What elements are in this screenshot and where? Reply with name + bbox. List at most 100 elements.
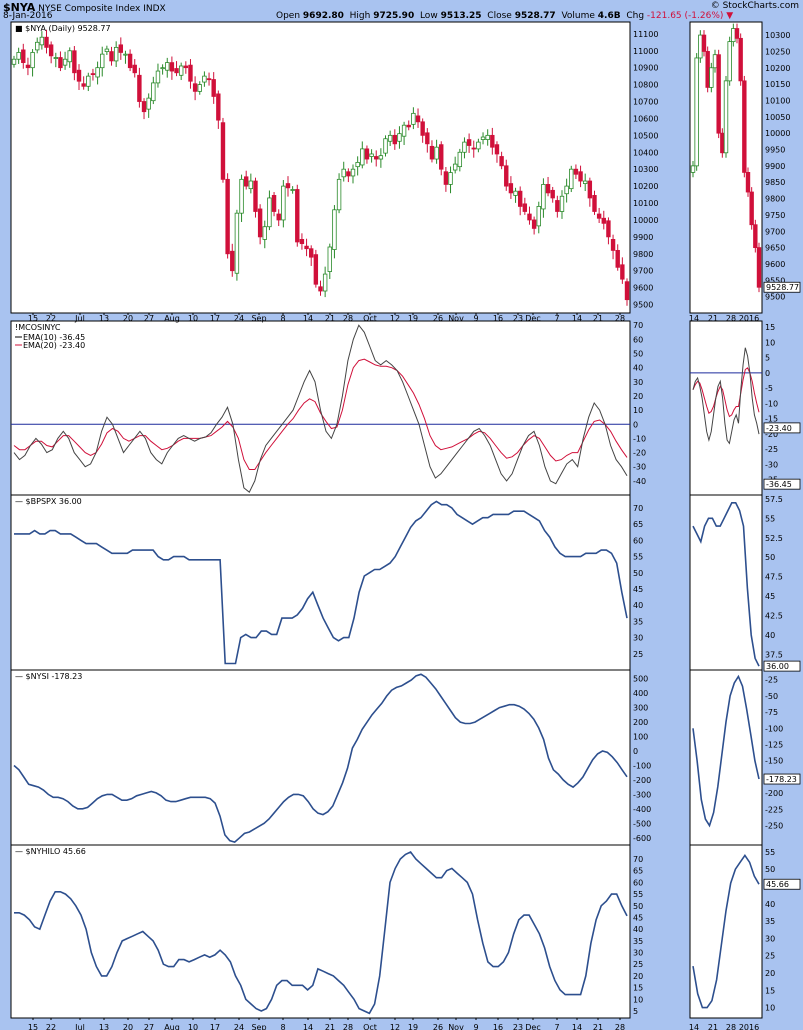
x-label-1-6: Aug [164,1023,180,1030]
nysi-right-tick--225: -225 [765,805,783,814]
candle-body [610,239,616,251]
price-left-tick-10100: 10100 [633,199,658,208]
low-value: 9513.25 [440,11,482,21]
ema20-line [13,358,628,470]
candle-body [188,64,193,82]
candle-body [253,180,258,212]
candle-body [230,250,235,272]
candle-body [504,165,509,187]
osc-right-tick-15: 15 [765,323,775,332]
nyhilo-right-line [692,853,760,1009]
nysi-left-tick--500: -500 [633,819,651,828]
candle-body [276,213,281,221]
x-label-1-16: 12 [390,1023,400,1030]
price-left-tick-9600: 9600 [633,284,653,293]
x-label-1-3: 13 [99,1023,109,1030]
x-label-1-22: 23 [513,1023,523,1030]
price-right-tick-9500: 9500 [765,293,785,302]
right-candle-body [720,132,725,154]
x-label-0-4: 20 [123,314,133,323]
candle-body [220,122,226,180]
candle-body [216,93,221,121]
candle-body [295,189,300,243]
candle-body [165,62,170,71]
candle-body [178,65,184,76]
osc-left-tick-40: 40 [633,364,643,373]
price-left-tick-11000: 11000 [633,47,658,56]
price-right-tick-10100: 10100 [765,96,790,105]
nysi-left-tick-400: 400 [633,689,648,698]
candle-body [476,141,481,150]
x-label-1-11: 8 [280,1023,285,1030]
x-label-1-21: 16 [493,1023,503,1030]
candle-body [86,75,91,87]
price-right-tick-9900: 9900 [765,162,785,171]
x-label-1-26: 21 [593,1023,603,1030]
bpspx-panel-title: — $BPSPX 36.00 [15,497,82,506]
x-label-0-23: Dec [525,314,540,323]
x-label-1-10: Sep [251,1023,266,1030]
candle-body [104,48,110,53]
bpspx-last-value-box [763,660,801,672]
bpspx-right-tick-52.5: 52.5 [765,534,783,543]
candle-body [369,153,374,157]
right-candle-body [712,54,718,69]
right-x-label-0-2: 28 [726,314,736,323]
x-label-1-20: 9 [473,1023,478,1030]
candle-body [248,180,254,190]
nysi-left-tick--600: -600 [633,834,651,843]
candle-body [332,209,337,250]
nysi-last-value-box [763,773,801,785]
candle-body [100,53,105,69]
nyhilo-right-tick-55: 55 [765,848,775,857]
bpspx-left-tick-50: 50 [633,569,643,578]
candle-body [480,136,486,140]
ohlc-summary: Open 9692.80 High 9725.90 Low 9513.25 Cl… [276,11,734,21]
price-left-tick-10700: 10700 [633,98,658,107]
price-right-tick-10250: 10250 [765,47,790,56]
osc-right-tick--25: -25 [765,445,778,454]
panel-0-right-frame [689,21,763,314]
candle-body [281,185,286,221]
candle-body [527,213,532,221]
x-label-0-9: 24 [234,314,244,323]
right-x-label-1-0: 14 [689,1023,699,1030]
x-label-0-27: 28 [615,314,625,323]
candle-body [494,144,500,155]
bpspx-right-tick-57.5: 57.5 [765,495,783,504]
right-candle-body [753,224,758,249]
right-candle-body [731,28,736,43]
candle-body [564,185,569,195]
nyhilo-left-tick-35: 35 [633,937,643,946]
right-x-label-1-1: 21 [708,1023,718,1030]
candle-body [127,53,133,69]
right-x-label-1-2: 28 [726,1023,736,1030]
candle-body [434,146,439,160]
candle-body [406,124,411,128]
ema20-last-value-box [763,422,801,434]
candle-body [155,70,161,84]
nysi-right-tick--250: -250 [765,822,783,831]
price-last-value: 9528.77 [766,283,799,292]
candle-body [39,36,45,46]
bpspx-left-tick-25: 25 [633,650,643,659]
candle-body [318,286,323,292]
x-label-0-25: 14 [572,314,582,323]
candle-body [452,163,458,171]
ema20-last-value: -23.40 [766,424,792,433]
bpspx-right-tick-42.5: 42.5 [765,612,783,621]
nysi-left-tick-0: 0 [633,747,638,756]
x-label-1-5: 27 [144,1023,154,1030]
candle-body [299,239,305,245]
osc-left-tick--10: -10 [633,434,646,443]
price-right-tick-9800: 9800 [765,195,785,204]
nyhilo-last-value-box [763,878,801,890]
right-x-label-0-3: 2016 [739,314,759,323]
candle-body [420,121,425,136]
x-label-0-16: 12 [390,314,400,323]
right-candle-body [756,247,762,288]
nysi-right-tick--125: -125 [765,741,783,750]
candle-body [132,64,137,74]
x-label-0-13: 21 [325,314,335,323]
